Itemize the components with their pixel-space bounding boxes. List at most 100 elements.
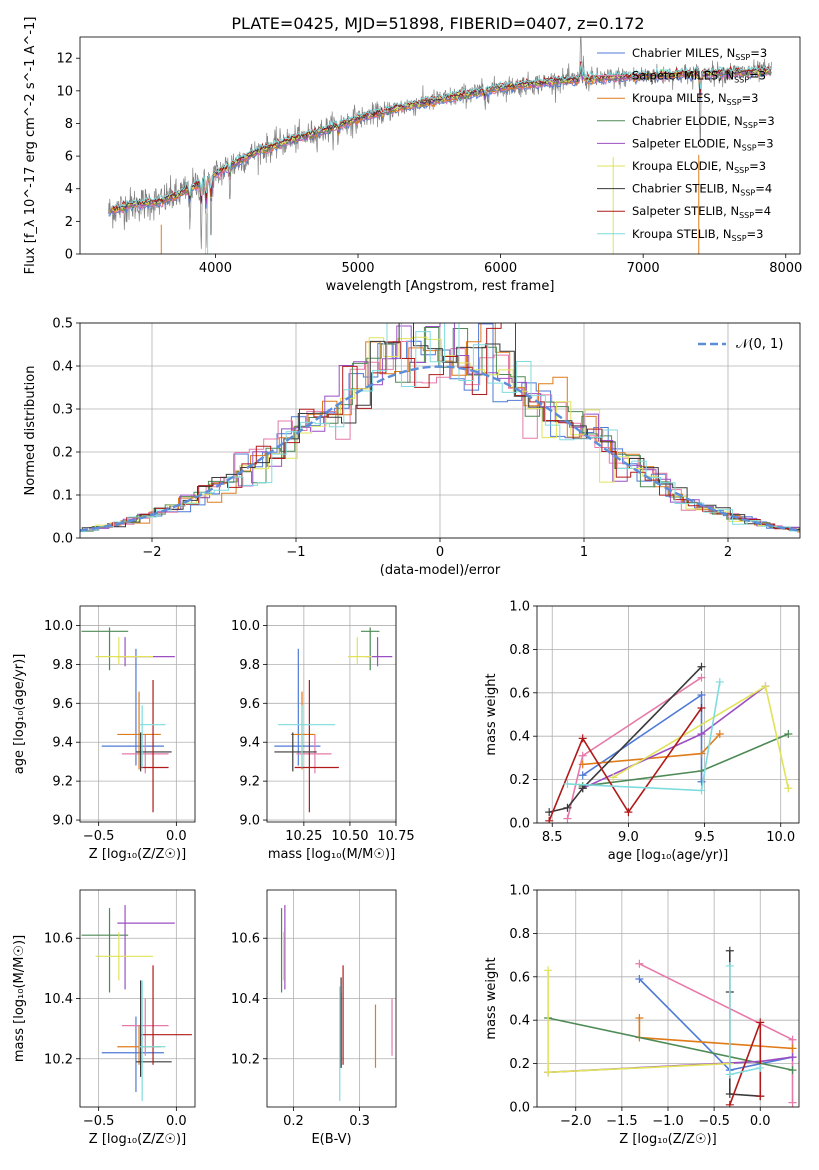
- y-tick-label: 10.6: [44, 932, 73, 947]
- y-tick-label: 0.0: [509, 817, 530, 832]
- mass-weight-marker: [715, 730, 724, 739]
- mass-weight-marker: [756, 1018, 765, 1027]
- x-tick-label: 0: [436, 545, 444, 560]
- mass-weight-marker: [715, 677, 724, 686]
- x-tick-label: −0.5: [698, 1114, 730, 1129]
- spectrum-axes: 4000 5000 6000 7000 8000 0 2 4 6 8 10 12 wavelength …: [23, 17, 802, 294]
- residual-histogram: [80, 323, 800, 532]
- x-tick-label: −1.5: [606, 1114, 638, 1129]
- axes-frame: [536, 889, 800, 1108]
- y-tick-label: 0.6: [509, 686, 530, 701]
- x-tick-label: −2.0: [560, 1114, 592, 1129]
- mass-weight-marker: [725, 961, 734, 970]
- y-tick-label: 10.6: [231, 932, 260, 947]
- age_vs_Z-xlabel: Z [log₁₀(Z/Z☉)]: [89, 847, 186, 862]
- y-tick-label: 6: [65, 150, 73, 165]
- x-tick-label: 7000: [627, 261, 660, 276]
- error-point: [95, 637, 154, 665]
- mass-weight-marker: [697, 749, 706, 758]
- mass-weight-marker: [578, 751, 587, 760]
- y-tick-label: 0.3: [52, 403, 73, 418]
- x-tick-label: 8.5: [542, 830, 563, 845]
- mass-weight-marker: [697, 662, 706, 671]
- mass_vs_ebv-axes: 0.2 0.3 10.2 10.4 10.6 E(B-V): [231, 890, 396, 1147]
- y-tick-label: 10: [56, 84, 73, 99]
- y-tick-label: 10.4: [44, 992, 73, 1007]
- y-tick-label: 0.4: [52, 360, 73, 375]
- y-tick-label: 0.6: [509, 970, 530, 985]
- weight_vs_age-plot-area: [545, 662, 793, 823]
- mass-weight-marker: [563, 803, 572, 812]
- residuals-axes: −2 −1 0 1 2 0.0 0.1 0.2 0.3 0.4 0.5 (data-model)/er…: [23, 317, 800, 578]
- mass-weight-marker: [544, 966, 553, 975]
- mass-weight-marker: [635, 1014, 644, 1023]
- y-tick-label: 10.2: [44, 1052, 73, 1067]
- y-tick-label: 1.0: [509, 884, 530, 899]
- axes-frame: [536, 605, 800, 824]
- mass-weight-marker: [788, 1098, 797, 1107]
- y-tick-label: 0.1: [52, 489, 73, 504]
- x-tick-label: 5000: [341, 261, 374, 276]
- age_vs_mass-plot-area: [274, 627, 393, 813]
- mass-weight-line: [548, 707, 703, 822]
- y-tick-label: 9.8: [52, 658, 73, 673]
- age_vs_mass-xlabel: mass [log₁₀(M/M☉)]: [268, 847, 395, 862]
- mass-weight-marker: [578, 784, 587, 793]
- legend-label: Kroupa ELODIE, NSSP=3: [632, 159, 766, 175]
- y-tick-label: 9.2: [52, 775, 73, 790]
- mass-weight-marker: [635, 974, 644, 983]
- y-tick-label: 0: [65, 248, 73, 263]
- x-tick-label: −1: [286, 545, 305, 560]
- error-point: [140, 965, 192, 1065]
- error-point: [360, 627, 380, 671]
- age_vs_Z-ylabel: age [log₁₀(age/yr)]: [12, 654, 27, 775]
- age_vs_mass-axes: 10.25 10.50 10.75 9.0 9.2 9.4 9.6 9.8 10.0 mass […: [231, 606, 415, 862]
- mass-weight-marker: [697, 673, 706, 682]
- age_vs_Z-plot-area: [81, 627, 175, 813]
- mass-weight-marker: [788, 1053, 797, 1062]
- axes-frame: [79, 889, 196, 1108]
- mass-weight-marker: [697, 730, 706, 739]
- mass-weight-marker: [563, 779, 572, 788]
- y-tick-label: 0.2: [509, 773, 530, 788]
- spectrum-model-line: [114, 63, 772, 208]
- residual-histogram: [80, 323, 800, 532]
- y-tick-label: 10.2: [231, 1052, 260, 1067]
- y-tick-label: 0.4: [509, 1014, 530, 1029]
- y-tick-label: 12: [56, 52, 73, 67]
- residuals-ylabel: Normed distribution: [23, 366, 38, 496]
- legend-label: Kroupa STELIB, NSSP=3: [632, 227, 763, 243]
- mass-weight-marker: [756, 1063, 765, 1072]
- legend-label: Salpeter MILES, NSSP=3: [632, 69, 766, 85]
- mass-weight-marker: [697, 777, 706, 786]
- y-tick-label: 0.8: [509, 643, 530, 658]
- legend-label: Kroupa MILES, NSSP=3: [632, 91, 758, 107]
- y-tick-label: 0.5: [52, 317, 73, 332]
- mass-weight-marker: [788, 1035, 797, 1044]
- mass_vs_Z-ylabel: mass [log₁₀(M/M☉)]: [12, 935, 27, 1062]
- mass-weight-marker: [563, 814, 572, 823]
- mass_vs_Z-xlabel: Z [log₁₀(Z/Z☉)]: [89, 1132, 186, 1147]
- mass-weight-marker: [697, 690, 706, 699]
- weight_vs_age-ylabel: mass weight: [484, 673, 499, 755]
- mass-weight-marker: [578, 734, 587, 743]
- spectrum-legend: Chabrier MILES, NSSP=3 Salpeter MILES, NS…: [597, 46, 775, 243]
- x-tick-label: 10.75: [377, 829, 414, 844]
- error-point: [95, 932, 154, 981]
- y-tick-label: 9.4: [239, 736, 260, 751]
- spectrum-plot-area: [108, 37, 772, 254]
- weight_vs_Z-xlabel: Z [log₁₀(Z/Z☉)]: [619, 1132, 716, 1147]
- error-point: [140, 679, 169, 813]
- x-tick-label: −0.5: [83, 829, 115, 844]
- x-tick-label: −2: [142, 545, 161, 560]
- x-tick-label: 9.5: [694, 830, 715, 845]
- error-point: [139, 980, 166, 1101]
- spectrum-model-line: [113, 62, 771, 211]
- mass_vs_ebv-xlabel: E(B-V): [311, 1132, 351, 1147]
- y-tick-label: 9.6: [52, 697, 73, 712]
- legend-label: Chabrier STELIB, NSSP=4: [632, 182, 772, 198]
- age_vs_Z-axes: −0.5 0.0 9.0 9.2 9.4 9.6 9.8 10.0 Z [log₁₀(Z/Z☉)…: [12, 606, 195, 862]
- mass-weight-marker: [784, 730, 793, 739]
- mass_vs_Z-plot-area: [81, 905, 192, 1101]
- y-tick-label: 10.0: [231, 619, 260, 634]
